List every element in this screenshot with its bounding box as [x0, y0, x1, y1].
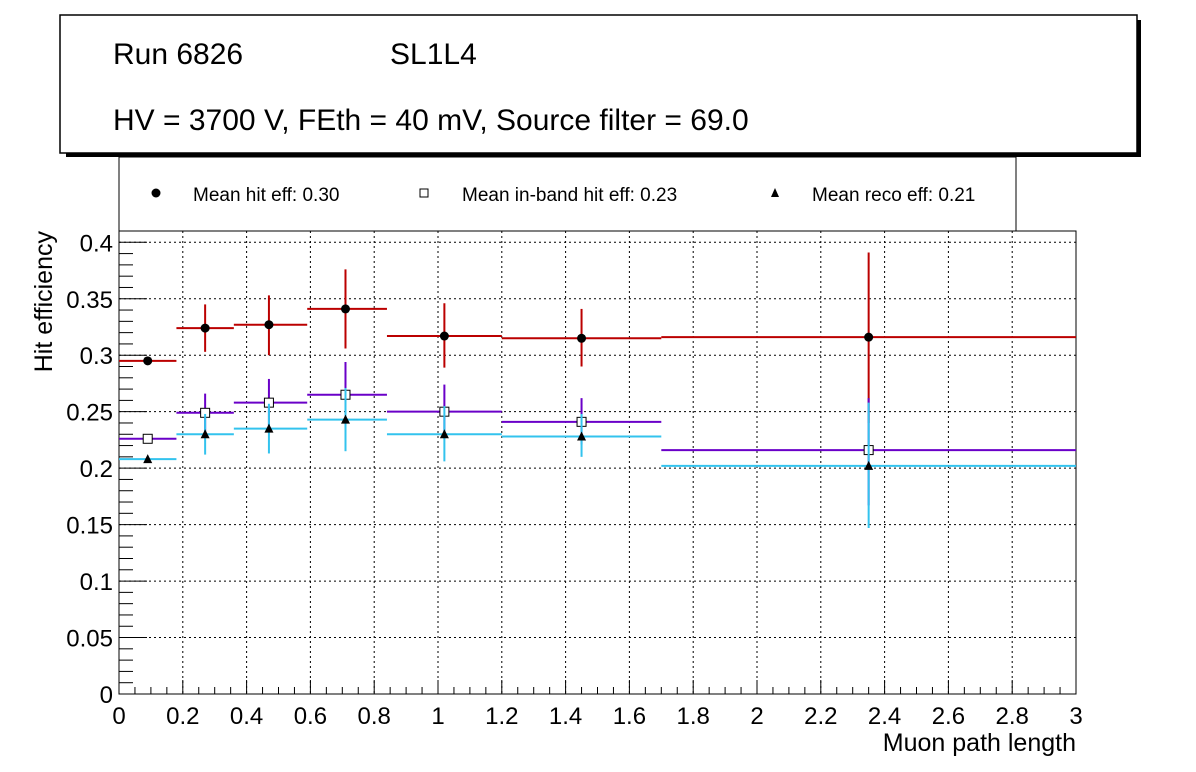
y-tick-label: 0.05	[66, 626, 113, 653]
x-tick-label: 0	[112, 703, 125, 730]
x-tick-label: 2.2	[804, 703, 837, 730]
y-tick-label: 0.2	[80, 456, 113, 483]
x-tick-label: 2.4	[868, 703, 901, 730]
series	[119, 252, 1076, 528]
data-point-circle	[439, 331, 449, 341]
data-point-triangle	[577, 431, 587, 441]
data-point-triangle	[200, 429, 210, 439]
x-axis-title: Muon path length	[883, 729, 1076, 757]
data-point-circle	[264, 320, 274, 330]
y-tick-label: 0.3	[80, 343, 113, 370]
layer-label: SL1L4	[390, 38, 477, 71]
x-tick-label: 0.4	[230, 703, 263, 730]
grid	[119, 231, 1076, 694]
y-tick-label: 0	[100, 682, 113, 709]
y-tick-label: 0.4	[80, 230, 113, 257]
x-tick-label: 1.4	[549, 703, 582, 730]
data-point-triangle	[264, 423, 274, 433]
x-tick-label: 2.6	[932, 703, 965, 730]
x-tick-labels: 0 0.2 0.4 0.6 0.8 1 1.2 1.4 1.6 1.8 2 2.2 2.4 2.6 2.8 3	[112, 703, 1082, 730]
data-point-triangle	[864, 460, 874, 470]
axis-ticks	[118, 241, 1077, 695]
title-box: Run 6826 SL1L4 HV = 3700 V, FEth = 40 mV…	[59, 14, 1141, 157]
x-tick-label: 0.2	[166, 703, 199, 730]
data-point-circle	[143, 356, 153, 366]
y-axis-title: Hit efficiency	[30, 231, 58, 373]
y-tick-labels: 0 0.05 0.1 0.15 0.2 0.25 0.3 0.35 0.4	[66, 230, 113, 709]
title-box-frame	[59, 14, 1138, 154]
x-tick-label: 0.8	[358, 703, 391, 730]
data-point-triangle	[143, 454, 153, 464]
x-tick-label: 3	[1069, 703, 1082, 730]
x-tick-label: 1.6	[613, 703, 646, 730]
data-point-triangle	[340, 414, 350, 424]
data-point-square	[142, 433, 153, 444]
y-tick-label: 0.25	[66, 400, 113, 427]
legend-label-hit: Mean hit eff: 0.30	[193, 185, 339, 206]
x-tick-label: 0.6	[294, 703, 327, 730]
legend: Mean hit eff: 0.30 Mean in-band hit eff:…	[118, 156, 1017, 232]
x-tick-label: 1.2	[485, 703, 518, 730]
x-tick-label: 2	[750, 703, 763, 730]
legend-marker-triangle	[771, 188, 779, 197]
series-2	[119, 387, 1076, 528]
legend-label-inband: Mean in-band hit eff: 0.23	[462, 185, 677, 206]
legend-frame	[118, 156, 1017, 232]
settings-label: HV = 3700 V, FEth = 40 mV, Source filter…	[113, 104, 749, 137]
series-0	[119, 252, 1076, 423]
data-point-circle	[340, 304, 350, 314]
data-point-triangle	[439, 429, 449, 439]
x-tick-label: 1	[431, 703, 444, 730]
y-tick-label: 0.35	[66, 287, 113, 314]
series-1	[119, 361, 1076, 506]
legend-marker-square	[419, 188, 429, 198]
plot-frame	[118, 230, 1077, 695]
data-point-circle	[577, 333, 587, 343]
y-tick-label: 0.1	[80, 569, 113, 596]
data-point-circle	[200, 323, 210, 333]
run-label: Run 6826	[113, 38, 243, 71]
x-tick-label: 2.8	[996, 703, 1029, 730]
legend-label-reco: Mean reco eff: 0.21	[812, 185, 975, 206]
x-tick-label: 1.8	[677, 703, 710, 730]
data-point-circle	[864, 332, 874, 342]
y-tick-label: 0.15	[66, 513, 113, 540]
legend-marker-circle	[151, 188, 161, 198]
